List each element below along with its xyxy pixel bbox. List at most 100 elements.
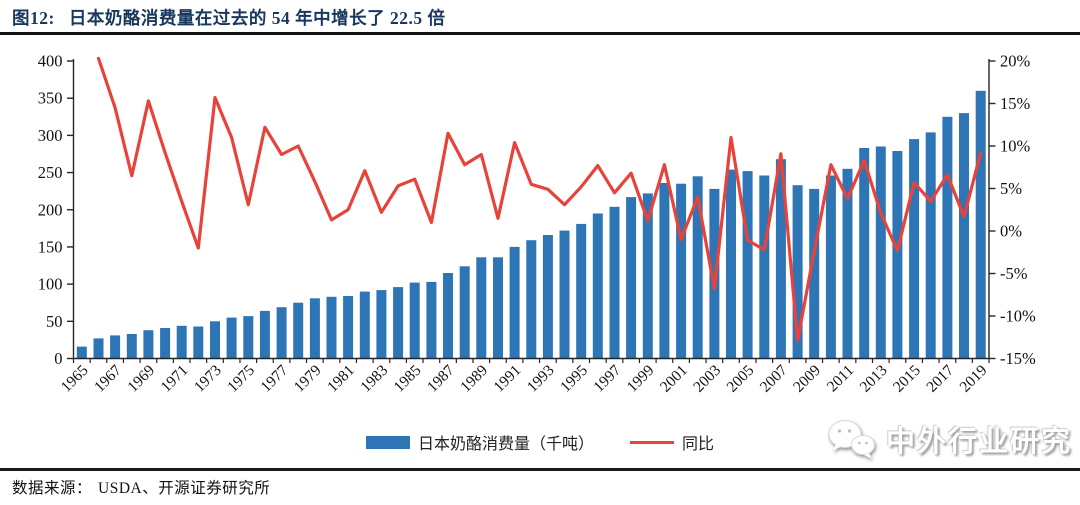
bar-1974: [226, 317, 237, 359]
bar-2009: [809, 188, 820, 359]
x-tick-label-1971: 1971: [158, 362, 192, 396]
bar-1992: [526, 240, 537, 359]
bar-2003: [709, 188, 720, 359]
watermark: 中外行业研究: [826, 416, 1072, 462]
bar-2004: [726, 169, 736, 359]
bar-1977: [276, 307, 287, 359]
bar-1986: [426, 281, 437, 359]
right-tick-label: 15%: [1000, 94, 1031, 113]
bar-2002: [692, 176, 703, 359]
bar-2017: [942, 116, 953, 359]
x-tick-label-1993: 1993: [524, 362, 558, 396]
chart-legend: 日本奶酪消费量（千吨） 同比: [366, 430, 714, 454]
left-tick-label: 50: [46, 312, 63, 331]
right-tick-label: 0%: [1000, 222, 1022, 241]
bar-1972: [193, 326, 204, 359]
bar-2005: [742, 171, 753, 359]
right-tick-label: -15%: [1000, 349, 1036, 368]
x-tick-label-1983: 1983: [357, 362, 391, 396]
bar-1987: [443, 273, 453, 359]
bar-2010: [825, 175, 836, 359]
bar-2016: [925, 132, 936, 359]
x-tick-label-2005: 2005: [724, 362, 758, 396]
data-source-label: 数据来源：: [12, 480, 93, 497]
data-source-text: USDA、开源证券研究所: [98, 480, 271, 497]
bar-1996: [592, 213, 603, 359]
bar-2007: [775, 159, 786, 359]
bar-2001: [676, 183, 687, 359]
bar-1997: [609, 206, 620, 359]
right-tick-label: -10%: [1000, 307, 1036, 326]
right-tick-label: 5%: [1000, 179, 1022, 198]
figure-number: 图12:: [12, 8, 55, 28]
bar-1976: [259, 310, 270, 359]
left-tick-label: 350: [38, 89, 63, 108]
figure-title: 图12: 日本奶酪消费量在过去的 54 年中增长了 22.5 倍: [12, 5, 445, 30]
bar-legend-swatch: [366, 435, 410, 449]
bar-2019: [975, 90, 986, 359]
wechat-icon: [828, 420, 875, 459]
x-tick-label-1969: 1969: [124, 362, 158, 396]
left-tick-label: 100: [38, 275, 63, 294]
bar-2000: [659, 183, 670, 359]
bar-1985: [409, 282, 420, 359]
x-tick-label-1989: 1989: [457, 362, 491, 396]
x-tick-label-1979: 1979: [291, 362, 325, 396]
bar-1991: [509, 246, 520, 359]
right-tick-label: 20%: [1000, 52, 1031, 71]
bar-1969: [143, 330, 154, 359]
bar-1982: [359, 291, 370, 359]
bar-1965: [76, 346, 87, 359]
x-tick-label-2019: 2019: [957, 362, 991, 396]
x-tick-label-2013: 2013: [857, 362, 891, 396]
x-tick-label-1987: 1987: [424, 362, 458, 396]
watermark-text: 中外行业研究: [885, 426, 1072, 458]
bar-1975: [243, 316, 254, 359]
x-tick-label-2011: 2011: [824, 362, 858, 396]
x-tick-label-1997: 1997: [590, 362, 624, 396]
left-tick-label: 250: [38, 163, 63, 182]
x-tick-label-1975: 1975: [224, 362, 258, 396]
bar-1989: [476, 257, 487, 359]
x-tick-label-1973: 1973: [191, 362, 225, 396]
bar-2015: [909, 139, 920, 359]
bar-1973: [210, 321, 220, 359]
bar-1980: [326, 296, 337, 359]
data-source: 数据来源： USDA、开源证券研究所: [12, 476, 270, 498]
x-tick-label-2009: 2009: [790, 362, 824, 396]
bar-1967: [110, 335, 121, 359]
bar-1983: [376, 290, 387, 359]
x-tick-label-2003: 2003: [690, 362, 724, 396]
left-tick-label: 150: [38, 237, 63, 256]
bar-1988: [459, 266, 470, 359]
x-tick-label-1991: 1991: [490, 362, 524, 396]
bar-2006: [759, 175, 770, 359]
footer-divider: [0, 468, 1080, 471]
title-divider: [0, 32, 1080, 35]
yoy-line: [96, 56, 983, 343]
bar-legend-label: 日本奶酪消费量（千吨）: [418, 436, 595, 453]
bar-1971: [176, 325, 187, 359]
x-tick-label-1999: 1999: [624, 362, 658, 396]
bar-1970: [160, 328, 171, 359]
x-tick-label-1977: 1977: [257, 362, 291, 396]
line-legend-label: 同比: [682, 436, 715, 453]
bar-1995: [576, 223, 587, 359]
x-tick-label-2017: 2017: [923, 362, 957, 396]
left-tick-label: 300: [38, 126, 63, 145]
x-tick-label-1985: 1985: [391, 362, 425, 396]
left-tick-label: 200: [38, 200, 63, 219]
bar-1984: [393, 287, 404, 359]
bar-2012: [859, 148, 870, 359]
bar-2018: [959, 113, 969, 359]
x-tick-label-1981: 1981: [324, 362, 358, 396]
bar-2011: [842, 168, 853, 359]
bar-2008: [792, 185, 803, 359]
x-tick-label-2001: 2001: [657, 362, 691, 396]
x-tick-label-1995: 1995: [557, 362, 591, 396]
bar-1978: [293, 302, 304, 359]
bar-1968: [126, 334, 137, 359]
left-tick-label: 400: [38, 52, 63, 71]
figure-title-text: 日本奶酪消费量在过去的 54 年中增长了 22.5 倍: [68, 8, 446, 28]
